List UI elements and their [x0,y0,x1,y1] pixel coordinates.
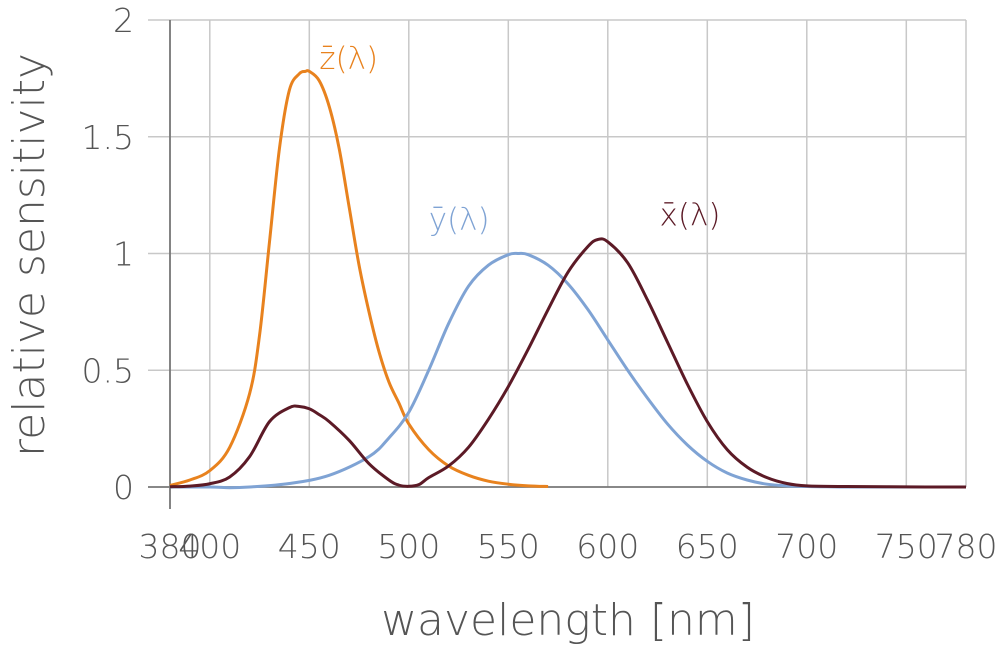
curves [169,69,967,490]
x-tick-label-600: 600 [576,527,639,566]
series-y-bar-label: ȳ(λ) [429,202,490,238]
y-tick-label-1: 1 [113,235,134,274]
x-tick-label-380: 380 [139,527,202,566]
y-tick-label-0: 0 [113,468,134,507]
x-tick-label-550: 550 [477,527,540,566]
series-y-bar-line [169,251,967,490]
y-axis-title: relative sensitivity [4,53,55,457]
x-axis-title: wavelength [nm] [381,595,755,646]
series-x-bar-line [169,237,967,489]
series-z-bar-line [169,69,549,489]
grid [148,19,967,487]
axes [148,20,966,509]
y-tick-label-1.5: 1.5 [82,118,134,157]
x-tick-label-650: 650 [676,527,739,566]
y-tick-label-2: 2 [113,1,134,40]
series-labels: z̄(λ) ȳ(λ) x̄(λ) [319,41,720,238]
x-tick-label-700: 700 [775,527,838,566]
x-tick-label-750: 750 [875,527,938,566]
x-tick-label-400: 400 [178,527,241,566]
y-tick-label-0.5: 0.5 [82,351,134,390]
x-tick-label-500: 500 [377,527,440,566]
y-tick-labels: 0 0.5 1 1.5 2 [82,1,134,507]
series-z-bar-label: z̄(λ) [319,41,378,77]
x-tick-label-450: 450 [278,527,341,566]
x-tick-label-780: 780 [935,527,998,566]
series-x-bar-label: x̄(λ) [660,197,721,233]
